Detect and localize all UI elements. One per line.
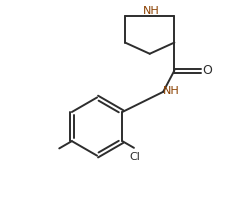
Text: O: O <box>202 64 212 77</box>
Text: NH: NH <box>142 6 159 16</box>
Text: NH: NH <box>163 86 179 96</box>
Text: Cl: Cl <box>128 152 139 162</box>
